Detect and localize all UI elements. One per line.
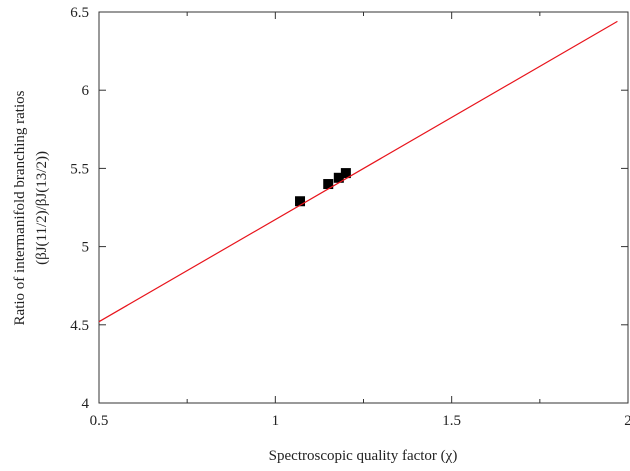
y-tick-label: 4.5 xyxy=(70,318,89,334)
fit-line xyxy=(98,20,618,323)
x-tick-label: 1.5 xyxy=(442,413,461,429)
y-tick-label: 6.5 xyxy=(70,5,89,21)
x-tick-label: 1 xyxy=(272,413,280,429)
y-tick-label: 6 xyxy=(82,83,90,99)
plot-frame xyxy=(98,11,629,404)
x-tick-label: 2 xyxy=(624,413,630,429)
x-axis-label: Spectroscopic quality factor (χ) xyxy=(269,448,458,464)
x-tick-label: 0.5 xyxy=(90,413,109,429)
data-point xyxy=(340,168,351,179)
y-axis-label: Ratio of intermanifold branching ratios xyxy=(12,90,28,325)
data-point xyxy=(323,179,334,190)
data-point xyxy=(333,172,344,183)
y-axis-label: (βJ(11/2)/βJ(13/2)) xyxy=(34,151,50,265)
y-tick-label: 5.5 xyxy=(70,161,89,177)
y-tick-label: 4 xyxy=(82,396,90,412)
y-tick-label: 5 xyxy=(82,240,90,256)
data-point xyxy=(295,196,306,207)
